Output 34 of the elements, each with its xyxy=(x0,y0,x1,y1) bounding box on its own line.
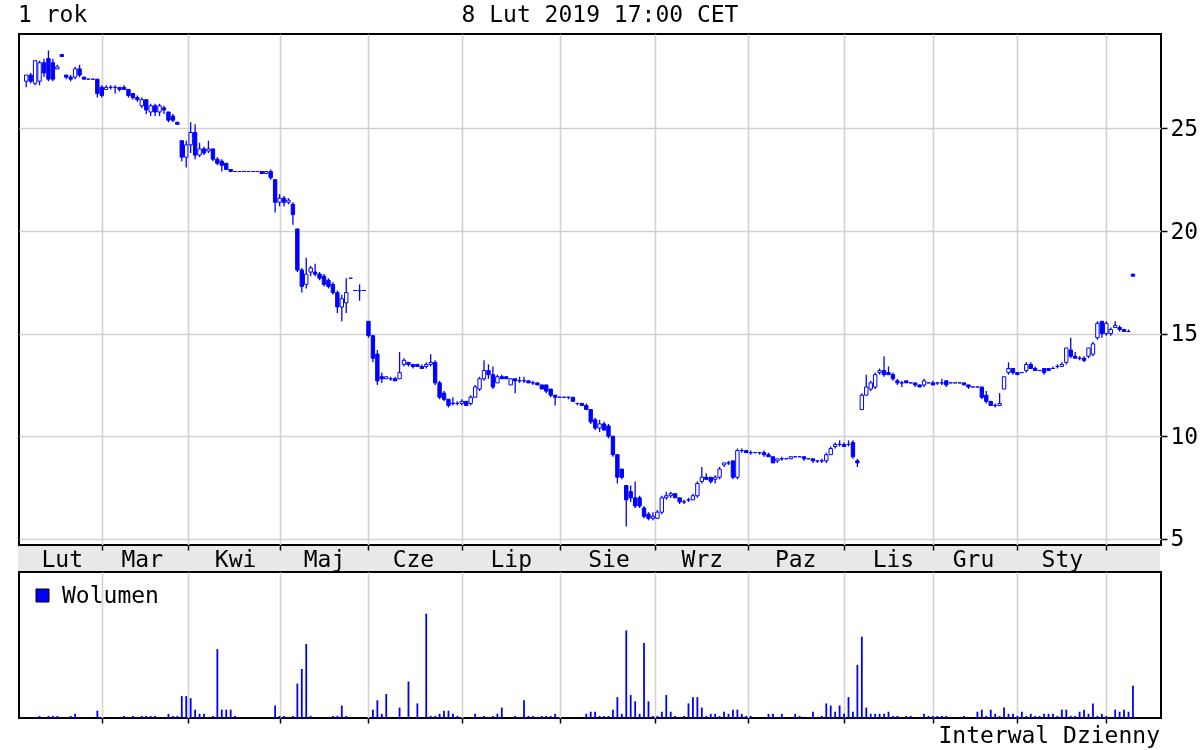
y-tick-label: 10 xyxy=(1170,422,1199,449)
candlestick xyxy=(290,201,296,226)
candlestick xyxy=(41,57,47,78)
x-tick-label: Lis xyxy=(872,545,915,572)
candlestick xyxy=(46,49,51,82)
candlestick xyxy=(881,355,887,378)
x-tick-label: Wrz xyxy=(681,545,724,572)
candlestick xyxy=(850,439,856,460)
candlestick xyxy=(397,351,402,380)
candlestick xyxy=(95,78,100,99)
chart-title: 1 rok xyxy=(18,0,88,28)
x-tick-label: Maj xyxy=(303,545,346,572)
x-tick-label: Sty xyxy=(1041,545,1084,572)
x-tick-label: Sie xyxy=(588,545,630,572)
x-tick-label: Paz xyxy=(774,545,817,572)
candlestick xyxy=(192,123,198,160)
x-tick-label: Lip xyxy=(490,545,532,572)
candlestick xyxy=(1095,320,1100,341)
y-tick-label: 25 xyxy=(1170,114,1199,141)
x-tick-label: Cze xyxy=(392,545,435,572)
chart-subtitle: 8 Lut 2019 17:00 CET xyxy=(461,0,739,28)
x-tick-label: Kwi xyxy=(214,545,257,572)
y-tick-label: 20 xyxy=(1170,217,1199,244)
candlestick xyxy=(624,484,629,528)
candlestick xyxy=(272,179,278,214)
candlestick xyxy=(37,60,42,86)
x-tick-label: Mar xyxy=(121,545,164,572)
x-tick-label: Gru xyxy=(952,545,995,572)
y-tick-label: 15 xyxy=(1170,320,1199,347)
y-tick-label: 5 xyxy=(1170,525,1185,552)
x-tick-label: Lut xyxy=(41,545,84,572)
candlestick xyxy=(659,495,665,515)
legend-label: Wolumen xyxy=(62,581,159,608)
text: Interwal Dzienny xyxy=(938,721,1160,749)
